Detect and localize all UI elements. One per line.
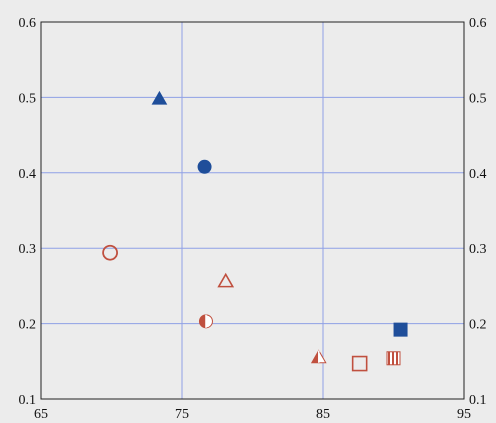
data-point-4: [217, 272, 235, 288]
x-tick-labels: 65 75 85 95: [34, 407, 471, 422]
y-tick-label-left: 0.4: [19, 167, 37, 182]
y-tick-label-right: 0.4: [469, 167, 487, 182]
x-tick-label: 75: [175, 407, 189, 422]
data-point-1: [197, 159, 212, 174]
axis-frame: [40, 21, 465, 400]
x-tick-label: 95: [457, 407, 471, 422]
y-tick-label-left: 0.1: [19, 393, 37, 408]
y-tick-label-right: 0.6: [469, 16, 487, 31]
y-tick-labels-right: 0.1 0.2 0.3 0.4 0.5 0.6: [469, 16, 487, 408]
x-tick-label: 85: [316, 407, 330, 422]
y-tick-label-left: 0.5: [19, 91, 37, 106]
y-tick-label-left: 0.2: [19, 318, 37, 333]
y-tick-label-left: 0.3: [19, 242, 37, 257]
y-tick-label-right: 0.5: [469, 91, 487, 106]
data-point-6: [310, 349, 327, 364]
data-points: [102, 90, 408, 372]
data-point-7: [351, 355, 368, 372]
y-tick-label-left: 0.6: [19, 16, 37, 31]
data-point-3: [102, 244, 118, 261]
x-tick-label: 65: [34, 407, 48, 422]
data-point-0: [151, 90, 168, 105]
plot-area: [41, 22, 464, 399]
y-tick-label-right: 0.3: [469, 242, 487, 257]
y-tick-label-right: 0.1: [469, 393, 487, 408]
data-point-8: [386, 351, 401, 366]
y-tick-labels-left: 0.1 0.2 0.3 0.4 0.5 0.6: [19, 16, 37, 408]
y-tick-label-right: 0.2: [469, 318, 487, 333]
data-point-5: [198, 314, 213, 329]
data-point-2: [393, 322, 408, 337]
